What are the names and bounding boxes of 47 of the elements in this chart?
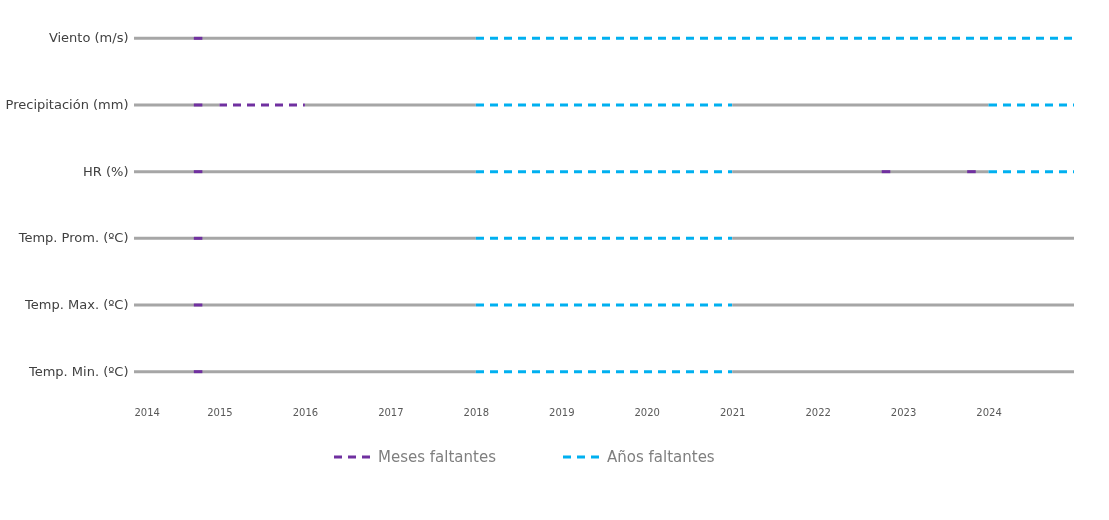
y-tick-label: Viento (m/s) [48,30,129,46]
bar [988,170,1074,174]
y-tick-label: Temp. Min. (ºC) [27,363,129,379]
bar [134,170,476,174]
bar [475,36,1074,40]
y-tick-label: Temp. Prom. (ºC) [17,230,129,246]
x-tick-label: 2016 [292,406,319,418]
bar [732,303,1074,307]
bar [193,370,203,374]
bar [193,36,203,40]
bar [193,236,203,240]
x-tick-label: 2024 [976,406,1002,418]
legend-label: Meses faltantes [378,448,497,466]
bar [134,236,476,240]
x-tick-label: 2015 [207,406,233,418]
bar [134,370,476,374]
y-tick-label: Precipitación (mm) [5,97,129,112]
bar [193,303,203,307]
x-tick-label: 2023 [890,406,917,418]
bar [732,170,989,174]
bar [219,103,305,107]
bar [134,303,476,307]
bar [967,170,976,174]
y-tick-label: Temp. Max. (ºC) [24,297,129,312]
bar [475,103,733,107]
x-tick-label: 2020 [634,406,660,418]
bar [881,170,891,174]
bar [475,170,733,174]
x-tick-label: 2018 [463,406,490,418]
x-tick-label: 2017 [378,406,404,418]
bar [193,103,203,107]
bar [475,236,733,240]
bar [304,103,476,107]
x-tick-label: 2019 [549,406,575,418]
x-tick-label: 2022 [805,406,831,418]
y-tick-label: HR (%) [83,163,129,179]
x-tick-label: 2021 [719,406,746,418]
bar [732,370,1074,374]
bar [988,103,1074,107]
legend-label: Años faltantes [607,448,715,466]
x-tick-label: 2014 [134,406,160,418]
bar [193,170,203,174]
bar [134,36,476,40]
bar [732,236,1074,240]
bar [475,303,733,307]
bar [475,370,733,374]
bar [732,103,989,107]
